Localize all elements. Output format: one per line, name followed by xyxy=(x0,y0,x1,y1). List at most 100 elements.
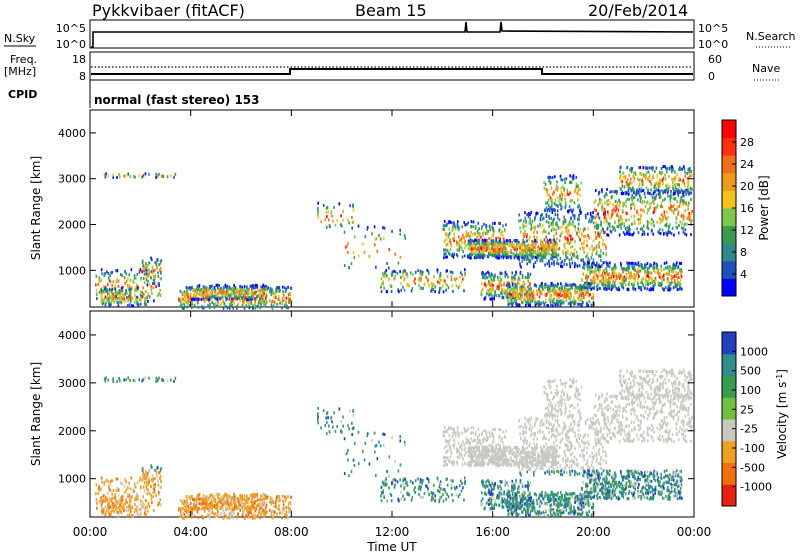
power-echo-cell xyxy=(578,230,581,234)
power-echo-cell xyxy=(257,300,260,304)
power-echo-cell xyxy=(676,276,679,280)
power-echo-cell xyxy=(118,173,120,177)
power-echo-cell xyxy=(619,200,621,204)
velocity-echo-cell xyxy=(143,476,146,480)
power-echo-cell xyxy=(154,276,156,280)
power-echo-cell xyxy=(444,279,446,283)
power-echo-cell xyxy=(203,289,206,293)
power-echo-cell xyxy=(649,206,651,210)
power-echo-cell xyxy=(403,288,406,292)
power-echo-cell xyxy=(252,284,255,288)
power-echo-cell xyxy=(605,267,608,271)
power-echo-cell xyxy=(603,215,606,219)
power-echo-cell xyxy=(527,298,530,302)
power-echo-cell xyxy=(442,227,445,231)
power-echo-cell xyxy=(650,193,653,197)
power-echo-cell xyxy=(228,296,231,300)
power-echo-cell xyxy=(512,291,514,295)
power-echo-cell xyxy=(555,301,558,305)
power-echo-cell xyxy=(107,276,110,280)
power-echo-cell xyxy=(646,280,649,284)
power-echo-cell xyxy=(612,227,615,231)
power-echo-cell xyxy=(530,253,533,257)
power-echo-cell xyxy=(233,286,235,290)
power-echo-cell xyxy=(493,278,495,282)
power-echo-cell xyxy=(641,233,644,237)
power-echo-cell xyxy=(608,265,611,269)
power-echo-cell xyxy=(523,234,525,238)
power-echo-cell xyxy=(491,294,493,298)
power-echo-cell xyxy=(445,288,447,292)
power-echo-cell xyxy=(628,173,630,177)
power-echo-cell xyxy=(664,173,666,177)
velocity-echo-cell xyxy=(105,511,107,515)
power-echo-cell xyxy=(670,189,672,193)
power-echo-cell xyxy=(587,261,590,265)
power-echo-cell xyxy=(681,287,683,291)
power-echo-cell xyxy=(571,210,574,214)
power-echo-cell xyxy=(596,226,598,230)
power-echo-cell xyxy=(463,289,465,293)
power-echo-cell xyxy=(491,297,494,301)
power-echo-cell xyxy=(653,279,655,283)
power-echo-cell xyxy=(288,300,291,304)
power-echo-cell xyxy=(235,290,238,294)
power-echo-cell xyxy=(516,247,518,251)
power-echo-cell xyxy=(675,221,678,225)
power-echo-cell xyxy=(328,223,331,227)
power-echo-cell xyxy=(563,244,565,248)
power-echo-cell xyxy=(469,243,472,247)
velocity-echo-cell xyxy=(134,503,136,507)
power-echo-cell xyxy=(119,175,121,179)
velocity-echo-cell xyxy=(97,487,100,491)
power-echo-cell xyxy=(678,166,681,170)
power-echo-cell xyxy=(139,290,142,294)
power-echo-cell xyxy=(500,271,503,275)
power-echo-cell xyxy=(542,255,545,259)
power-echo-cell xyxy=(602,238,604,242)
velocity-echo-cell xyxy=(281,511,284,515)
power-echo-cell xyxy=(545,220,548,224)
power-echo-cell xyxy=(501,290,503,294)
power-echo-cell xyxy=(440,286,443,290)
power-echo-cell xyxy=(595,264,597,268)
power-echo-cell xyxy=(448,220,450,224)
power-echo-cell xyxy=(596,285,598,289)
power-echo-cell xyxy=(626,230,628,234)
power-echo-cell xyxy=(427,270,430,274)
power-echo-cell xyxy=(542,287,544,291)
power-echo-cell xyxy=(579,188,581,192)
power-echo-cell xyxy=(217,291,219,295)
power-echo-cell xyxy=(464,273,466,277)
velocity-echo-cell xyxy=(228,512,231,516)
velocity-echo-cell xyxy=(105,495,107,499)
power-echo-cell xyxy=(663,287,666,291)
power-echo-cell xyxy=(206,288,209,292)
power-echo-cell xyxy=(213,288,216,292)
power-echo-cell xyxy=(265,294,268,298)
power-echo-cell xyxy=(560,290,562,294)
power-echo-cell xyxy=(477,255,479,259)
power-echo-cell xyxy=(632,275,634,279)
velocity-echo-cell xyxy=(184,502,187,506)
power-echo-cell xyxy=(252,286,254,290)
power-echo-cell xyxy=(613,207,615,211)
power-echo-cell xyxy=(487,229,489,233)
power-echo-cell xyxy=(534,303,537,307)
power-echo-cell xyxy=(638,189,641,193)
power-echo-cell xyxy=(475,250,478,254)
velocity-echo-cell xyxy=(215,514,218,518)
power-echo-cell xyxy=(278,298,281,302)
power-echo-cell xyxy=(609,190,612,194)
power-echo-cell xyxy=(561,293,564,297)
power-echo-cell xyxy=(414,282,417,286)
power-echo-cell xyxy=(676,226,679,230)
power-echo-cell xyxy=(687,176,690,180)
power-echo-cell xyxy=(553,255,556,259)
power-echo-cell xyxy=(121,286,123,290)
power-echo-cell xyxy=(622,192,625,196)
power-echo-cell xyxy=(509,285,511,289)
power-echo-cell xyxy=(553,228,556,232)
power-echo-cell xyxy=(589,271,592,275)
velocity-echo-cell xyxy=(111,504,114,508)
